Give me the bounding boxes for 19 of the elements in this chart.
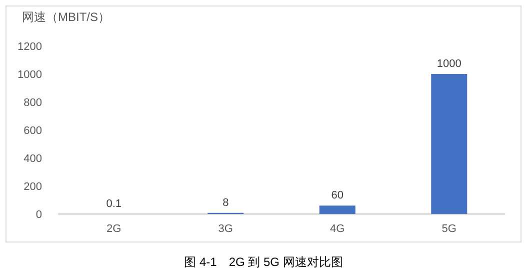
data-label: 0.1 [106, 198, 122, 210]
x-tick-label: 4G [330, 223, 345, 235]
y-tick-label: 800 [24, 97, 42, 109]
caption: 图 4-1 2G 到 5G 网速对比图 [184, 255, 343, 269]
x-tick-label: 2G [106, 223, 122, 235]
y-tick-label: 1200 [18, 41, 42, 53]
bar [319, 206, 356, 214]
y-axis-title: 网速（MBIT/S） [22, 10, 110, 24]
x-tick-label: 3G [218, 223, 233, 235]
y-tick-label: 1000 [18, 69, 42, 81]
x-tick-label: 5G [442, 223, 456, 235]
y-tick-label: 600 [24, 125, 42, 137]
data-label: 1000 [436, 58, 462, 70]
data-label: 60 [331, 190, 344, 202]
y-tick-label: 200 [24, 181, 42, 193]
data-label: 8 [222, 196, 229, 209]
bar [431, 74, 468, 214]
y-tick-label: 0 [36, 209, 42, 221]
y-tick-label: 400 [24, 153, 42, 165]
